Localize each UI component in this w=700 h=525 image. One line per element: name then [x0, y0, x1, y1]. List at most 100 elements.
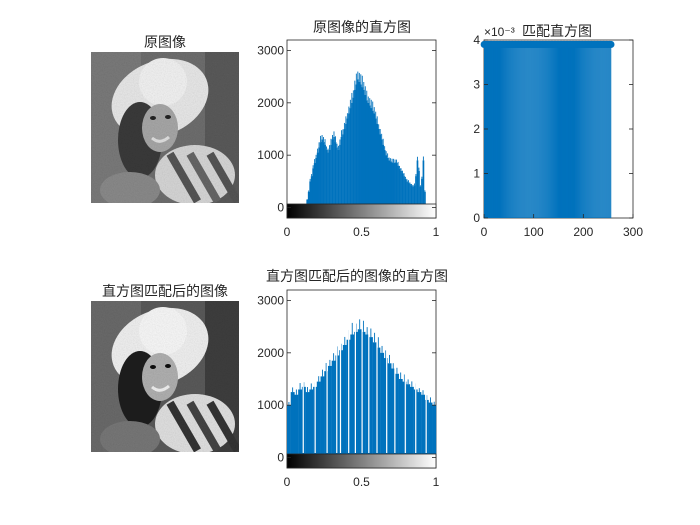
- original-histogram-bar: [371, 110, 374, 204]
- target-histogram-bar: [550, 44, 551, 219]
- target-histogram-bar: [523, 44, 524, 219]
- target-histogram-bar: [610, 44, 612, 219]
- target-histogram-bar: [588, 44, 589, 219]
- original-histogram-bar: [336, 147, 338, 204]
- matched-image-title: 直方图匹配后的图像: [102, 283, 228, 300]
- original-histogram-bar: [392, 163, 395, 204]
- target-histogram-bar: [528, 44, 530, 219]
- target-histogram-bar: [506, 44, 507, 219]
- original-histogram-bar: [403, 176, 405, 204]
- target-histogram-bar: [514, 44, 515, 219]
- target-histogram-bar: [574, 44, 576, 219]
- original-histogram-bar: [362, 89, 365, 204]
- target-histogram-bar: [530, 44, 531, 219]
- matched-histogram-bar-spike: [433, 401, 435, 406]
- target-histogram-bar: [515, 44, 517, 219]
- target-histogram-bar: [579, 44, 581, 219]
- target-histogram-bar: [608, 44, 610, 219]
- target-histogram-bar: [555, 44, 557, 219]
- matched-histogram-xtick-label: 1: [433, 475, 440, 489]
- target-histogram-bar: [600, 44, 601, 219]
- matched-histogram-bar-spike: [418, 388, 420, 393]
- matched-histogram-bar: [324, 371, 329, 454]
- target-histogram-bar: [503, 44, 504, 219]
- matched-histogram-bar: [428, 402, 433, 454]
- matched-histogram-bar: [376, 347, 381, 454]
- original-histogram-bar-spike: [382, 138, 384, 145]
- matched-histogram-bar-spike: [403, 374, 405, 382]
- target-histogram-panel: 0 1 2 3 4 0 100 200 300 ×10⁻³ 匹配直方图: [473, 23, 643, 239]
- original-histogram-bar: [388, 160, 391, 204]
- target-histogram-bar: [552, 44, 553, 219]
- matched-histogram-bar-spike: [325, 363, 327, 372]
- original-histogram-xtick-label: 1: [433, 225, 440, 239]
- original-histogram-bar: [327, 152, 329, 204]
- target-histogram-bar: [554, 44, 556, 219]
- original-histogram-bar: [309, 181, 312, 204]
- original-histogram-bar-spike: [318, 142, 320, 148]
- target-histogram-bar: [502, 44, 504, 219]
- matched-histogram-bar-spike: [407, 379, 409, 385]
- matched-histogram-bar: [290, 392, 295, 454]
- original-histogram-bar-spike: [397, 161, 399, 166]
- target-histogram-bar: [524, 44, 526, 219]
- target-histogram-bar: [539, 44, 540, 219]
- original-histogram-bars: [305, 71, 427, 206]
- target-histogram-bar: [492, 44, 494, 219]
- target-histogram-bar: [609, 44, 611, 219]
- target-histogram-bar: [548, 44, 550, 219]
- target-histogram-bar: [609, 44, 610, 219]
- original-histogram-bar-spike: [387, 153, 389, 158]
- original-histogram-bar: [391, 162, 393, 204]
- target-histogram-bar: [551, 44, 552, 219]
- matched-image: [91, 301, 239, 452]
- original-histogram-bar-spike: [376, 116, 378, 124]
- target-histogram-bar: [549, 44, 551, 219]
- target-histogram-bar: [589, 44, 590, 219]
- target-histogram-xtick-label: 200: [573, 225, 593, 239]
- target-histogram-bar: [553, 44, 555, 219]
- target-histogram-bar: [501, 44, 502, 219]
- target-histogram-bar: [558, 44, 560, 219]
- target-histogram-bar: [498, 44, 500, 219]
- matched-histogram-gap: [404, 291, 406, 453]
- matched-histogram-bar: [301, 386, 306, 454]
- target-histogram-bar: [509, 44, 510, 219]
- original-histogram-bar: [343, 129, 346, 204]
- original-histogram-bar-spike: [406, 179, 408, 182]
- matched-histogram-bar: [287, 405, 291, 454]
- matched-histogram-ytick-label: 0: [277, 451, 284, 465]
- target-histogram-bar: [597, 44, 598, 219]
- target-histogram-bar: [602, 44, 603, 219]
- target-histogram-bar: [564, 44, 566, 219]
- target-histogram-ticks: 0 1 2 3 4 0 100 200 300: [473, 33, 643, 239]
- original-histogram-colorbar: [286, 203, 437, 219]
- target-histogram-bar: [596, 44, 597, 219]
- target-histogram-bar: [489, 44, 491, 219]
- matched-histogram-ytick-label: 3000: [257, 293, 284, 307]
- target-histogram-bar: [581, 44, 583, 219]
- matched-histogram-bar: [409, 386, 414, 454]
- target-histogram-bar: [515, 44, 516, 219]
- original-histogram-bar-spike: [323, 137, 325, 143]
- original-histogram-bar: [321, 139, 323, 204]
- target-histogram-bar: [597, 44, 599, 219]
- target-histogram-bar: [569, 44, 571, 219]
- original-histogram-bar: [307, 191, 310, 204]
- target-histogram-bar: [532, 44, 533, 219]
- target-histogram-bar: [594, 44, 596, 219]
- matched-histogram-gap: [348, 291, 350, 453]
- original-histogram-bar: [376, 123, 379, 204]
- target-histogram-bar: [502, 44, 503, 219]
- matched-histogram-bar: [365, 334, 370, 454]
- matched-histogram-bar-spike: [318, 376, 320, 382]
- target-histogram-bar: [510, 44, 511, 219]
- target-histogram-bar: [488, 44, 490, 219]
- original-histogram-bar-spike: [419, 185, 421, 187]
- original-histogram-bar: [379, 134, 382, 204]
- original-histogram-bar-spike: [336, 143, 338, 148]
- target-histogram-bar: [606, 44, 608, 219]
- original-histogram-bar-spike: [340, 130, 342, 137]
- original-histogram-bar-spike: [306, 199, 308, 200]
- target-histogram-bar: [536, 44, 538, 219]
